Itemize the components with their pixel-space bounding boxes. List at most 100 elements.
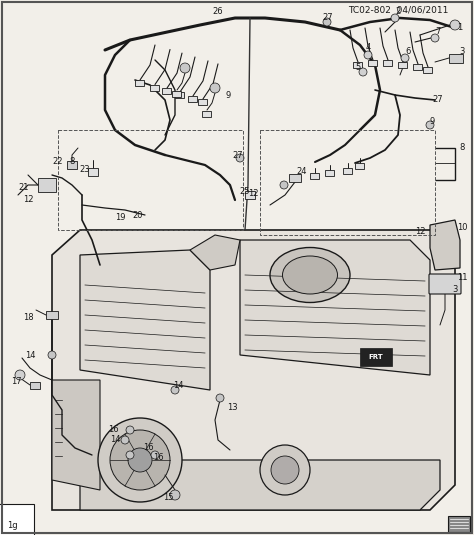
FancyBboxPatch shape [344,168,353,174]
Polygon shape [240,240,430,375]
FancyBboxPatch shape [199,99,208,105]
Text: 27: 27 [233,150,243,159]
FancyBboxPatch shape [88,168,98,176]
FancyBboxPatch shape [175,92,184,98]
Circle shape [260,445,310,495]
Text: 22: 22 [53,157,63,166]
FancyBboxPatch shape [38,178,56,192]
Text: 9: 9 [429,118,435,126]
Text: 12: 12 [248,188,258,197]
Text: 16: 16 [143,444,153,453]
FancyBboxPatch shape [429,274,461,294]
Polygon shape [52,230,455,510]
Polygon shape [190,235,240,270]
FancyBboxPatch shape [383,60,392,66]
Text: 17: 17 [11,378,21,386]
FancyBboxPatch shape [173,91,182,97]
Text: 1g: 1g [7,521,18,530]
Bar [360,348,392,366]
Text: 1: 1 [457,24,463,33]
Circle shape [110,430,170,490]
Circle shape [98,418,182,502]
Circle shape [171,386,179,394]
Circle shape [364,51,372,59]
FancyBboxPatch shape [310,173,319,179]
Circle shape [170,490,180,500]
Text: 16: 16 [108,425,118,434]
Text: 16: 16 [153,454,164,462]
Circle shape [450,20,460,30]
Text: 15: 15 [163,493,173,502]
Circle shape [126,426,134,434]
Text: 7: 7 [435,27,441,36]
Circle shape [15,370,25,380]
Text: 8: 8 [69,157,75,166]
FancyBboxPatch shape [356,163,365,169]
Text: TC02-802  04/06/2011: TC02-802 04/06/2011 [348,5,448,14]
FancyBboxPatch shape [399,62,408,68]
Circle shape [210,83,220,93]
Text: 27: 27 [433,96,443,104]
Text: 25: 25 [240,187,250,196]
FancyBboxPatch shape [151,85,159,90]
Text: 14: 14 [25,350,35,360]
Polygon shape [430,220,460,270]
FancyBboxPatch shape [67,161,77,169]
Bar [260,130,435,235]
Circle shape [126,451,134,459]
Text: 10: 10 [457,224,467,233]
FancyBboxPatch shape [289,174,301,182]
Text: 2: 2 [395,7,401,17]
Circle shape [426,121,434,129]
Circle shape [48,351,56,359]
FancyBboxPatch shape [368,60,377,66]
Polygon shape [80,460,440,510]
FancyBboxPatch shape [189,96,198,102]
Circle shape [359,68,367,76]
FancyBboxPatch shape [245,191,255,199]
Circle shape [280,181,288,189]
Text: 8: 8 [459,143,465,152]
Polygon shape [80,250,210,390]
Text: 23: 23 [80,165,91,174]
FancyBboxPatch shape [326,170,335,176]
Text: 13: 13 [227,403,237,412]
Text: 5: 5 [356,64,361,73]
Circle shape [121,436,129,444]
Text: 11: 11 [457,273,467,282]
Circle shape [323,18,331,26]
Circle shape [216,394,224,402]
Text: 12: 12 [23,195,33,204]
Circle shape [391,14,399,22]
Text: 21: 21 [19,184,29,193]
Text: 3: 3 [452,286,458,294]
Circle shape [271,456,299,484]
Bar [448,516,470,532]
FancyBboxPatch shape [413,64,422,70]
Polygon shape [52,380,100,490]
FancyBboxPatch shape [30,381,40,388]
Ellipse shape [270,248,350,302]
FancyBboxPatch shape [354,62,363,68]
Text: 24: 24 [297,167,307,177]
Circle shape [180,63,190,73]
Circle shape [236,154,244,162]
Text: 19: 19 [115,213,125,223]
Ellipse shape [283,256,337,294]
Text: 14: 14 [173,380,183,389]
Bar [58,130,243,230]
Text: 20: 20 [133,210,143,219]
Text: 9: 9 [225,90,231,100]
Text: FRT: FRT [369,354,383,360]
Text: 27: 27 [323,13,333,22]
Text: 18: 18 [23,314,33,323]
FancyBboxPatch shape [202,111,211,117]
Circle shape [151,451,159,459]
FancyBboxPatch shape [136,80,145,86]
FancyBboxPatch shape [46,311,58,319]
Circle shape [401,54,409,62]
Text: 6: 6 [405,48,410,57]
Text: 3: 3 [459,48,465,57]
FancyBboxPatch shape [449,54,463,63]
Circle shape [128,448,152,472]
